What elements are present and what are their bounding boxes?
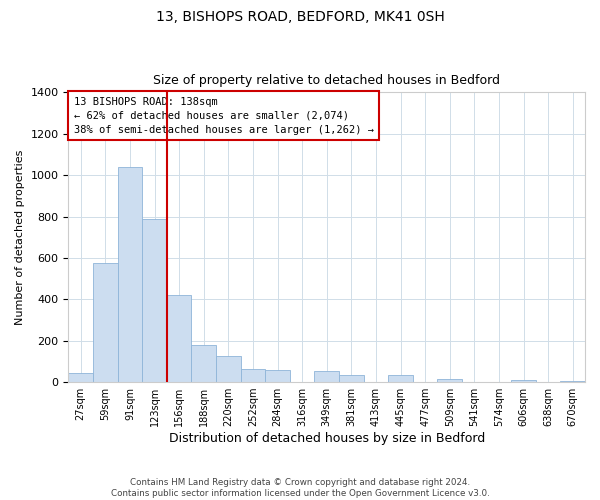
Bar (118, 167, 142, 382)
Bar (265, 370, 290, 382)
X-axis label: Distribution of detached houses by size in Bedford: Distribution of detached houses by size … (169, 432, 485, 445)
Bar (167, 295, 191, 382)
Text: Contains HM Land Registry data © Crown copyright and database right 2024.
Contai: Contains HM Land Registry data © Crown c… (110, 478, 490, 498)
Bar (314, 370, 339, 382)
Bar (511, 380, 536, 382)
Bar (437, 379, 462, 382)
Text: 13 BISHOPS ROAD: 138sqm
← 62% of detached houses are smaller (2,074)
38% of semi: 13 BISHOPS ROAD: 138sqm ← 62% of detache… (74, 96, 374, 134)
Bar (142, 218, 167, 382)
Bar (93, 263, 118, 382)
Bar (68, 373, 93, 382)
Bar (191, 345, 216, 382)
Bar (339, 375, 364, 382)
Bar (388, 375, 413, 382)
Title: Size of property relative to detached houses in Bedford: Size of property relative to detached ho… (153, 74, 500, 87)
Bar (216, 356, 241, 382)
Bar (241, 368, 265, 382)
Y-axis label: Number of detached properties: Number of detached properties (15, 150, 25, 325)
Bar (560, 381, 585, 382)
Text: 13, BISHOPS ROAD, BEDFORD, MK41 0SH: 13, BISHOPS ROAD, BEDFORD, MK41 0SH (155, 10, 445, 24)
